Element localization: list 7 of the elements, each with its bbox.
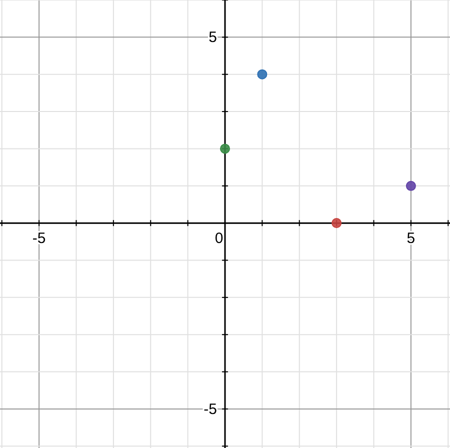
point bbox=[220, 144, 230, 154]
x-tick-label: 5 bbox=[406, 230, 416, 248]
x-tick-label: 0 bbox=[214, 230, 224, 248]
x-tick-label: -5 bbox=[32, 230, 46, 248]
point bbox=[406, 180, 416, 191]
point bbox=[332, 218, 342, 228]
point bbox=[257, 69, 268, 80]
